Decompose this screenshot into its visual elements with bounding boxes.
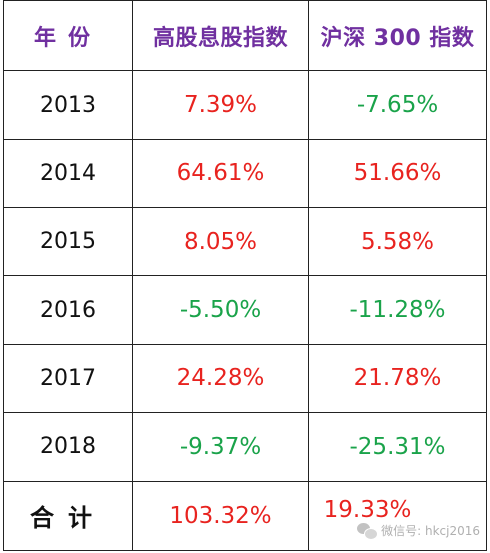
returns-table: 年份 高股息股指数 沪深 300 指数 2013 7.39% -7.65% 20… xyxy=(3,0,487,552)
table-row: 2017 24.28% 21.78% xyxy=(3,343,487,414)
year-cell: 2013 xyxy=(3,70,133,140)
dividend-return-cell: 7.39% xyxy=(132,70,309,140)
csi300-return-cell: 51.66% xyxy=(308,138,487,209)
table-row: 2015 8.05% 5.58% xyxy=(3,207,487,277)
dividend-return-cell: -5.50% xyxy=(132,275,309,345)
table-row: 2014 64.61% 51.66% xyxy=(3,138,487,209)
year-cell: 2016 xyxy=(3,275,133,345)
csi300-return-cell: 5.58% xyxy=(308,207,487,277)
table-row: 2016 -5.50% -11.28% xyxy=(3,275,487,345)
table-row: 2013 7.39% -7.65% xyxy=(3,70,487,140)
watermark-text: 微信号: hkcj2016 xyxy=(381,524,480,538)
year-cell: 2014 xyxy=(3,138,133,209)
header-dividend-index: 高股息股指数 xyxy=(132,0,309,72)
dividend-return-cell: 64.61% xyxy=(132,138,309,209)
header-year: 年份 xyxy=(3,0,133,72)
header-csi300: 沪深 300 指数 xyxy=(308,0,487,72)
csi300-return-cell: -7.65% xyxy=(308,70,487,140)
dividend-return-cell: 24.28% xyxy=(132,343,309,414)
table-row: 2018 -9.37% -25.31% xyxy=(3,412,487,482)
year-cell: 2015 xyxy=(3,207,133,277)
total-dividend-return-cell: 103.32% xyxy=(132,480,309,552)
wechat-icon xyxy=(357,522,379,540)
dividend-return-cell: -9.37% xyxy=(132,412,309,482)
wechat-watermark: 微信号: hkcj2016 xyxy=(357,522,480,540)
total-label: 合计 xyxy=(3,480,133,552)
year-cell: 2018 xyxy=(3,412,133,482)
total-row: 合计 103.32% 19.33% xyxy=(3,480,487,552)
csi300-return-cell: 21.78% xyxy=(308,343,487,414)
table-header-row: 年份 高股息股指数 沪深 300 指数 xyxy=(3,0,487,72)
total-csi300-return-cell: 19.33% xyxy=(308,480,487,552)
year-cell: 2017 xyxy=(3,343,133,414)
csi300-return-cell: -11.28% xyxy=(308,275,487,345)
total-csi300-value: 19.33% xyxy=(323,496,412,523)
dividend-return-cell: 8.05% xyxy=(132,207,309,277)
csi300-return-cell: -25.31% xyxy=(308,412,487,482)
